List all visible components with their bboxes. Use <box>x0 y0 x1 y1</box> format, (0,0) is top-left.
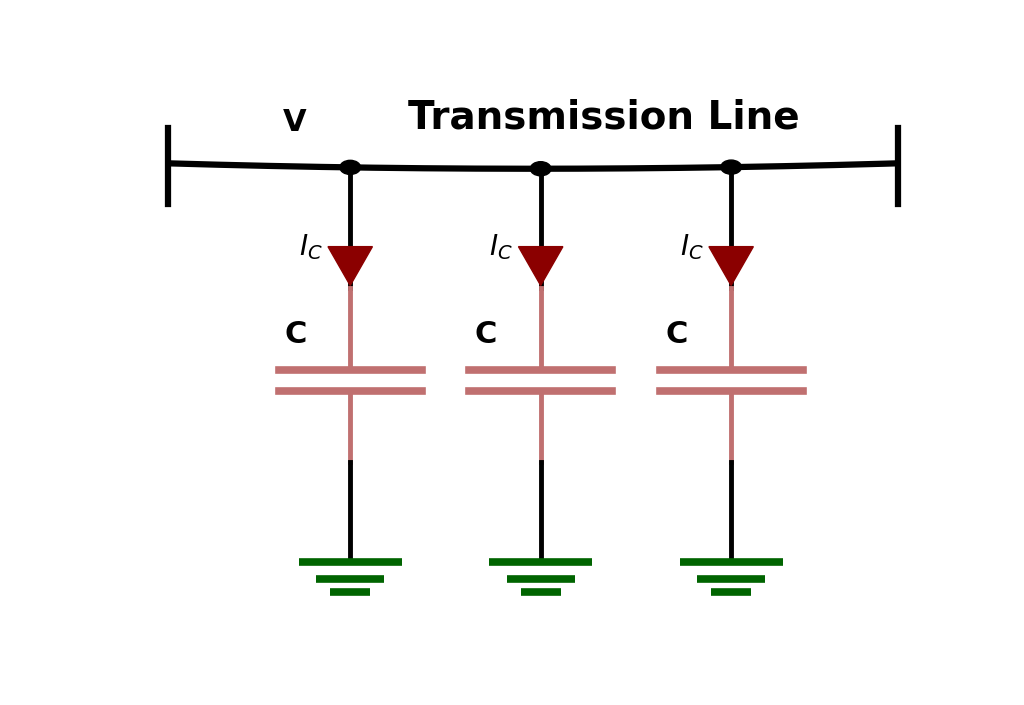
Text: C: C <box>285 320 306 349</box>
Text: $I_C$: $I_C$ <box>489 233 513 262</box>
Polygon shape <box>328 247 373 286</box>
Text: C: C <box>475 320 497 349</box>
Text: $I_C$: $I_C$ <box>680 233 703 262</box>
Polygon shape <box>709 247 754 286</box>
Text: Transmission Line: Transmission Line <box>409 98 800 136</box>
Polygon shape <box>518 247 563 286</box>
Text: $I_C$: $I_C$ <box>299 233 323 262</box>
Text: V: V <box>283 108 306 137</box>
Circle shape <box>530 161 551 176</box>
Circle shape <box>721 160 741 174</box>
Circle shape <box>340 160 360 174</box>
Text: C: C <box>666 320 687 349</box>
